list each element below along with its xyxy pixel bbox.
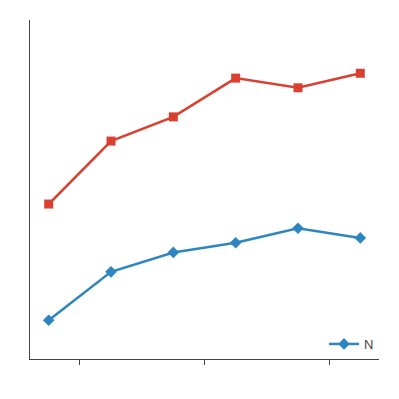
svg-text:N: N bbox=[364, 337, 373, 352]
